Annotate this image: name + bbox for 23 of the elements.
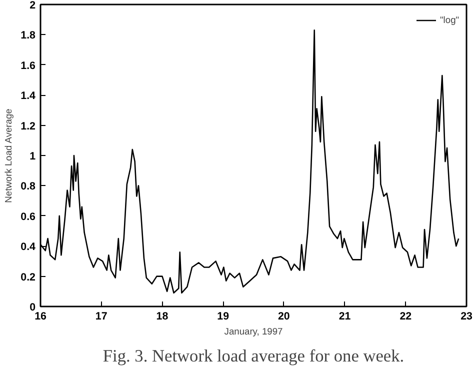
x-tick-label: 18 xyxy=(156,310,168,322)
y-tick-label: 1.8 xyxy=(20,30,36,42)
x-tick-label: 16 xyxy=(34,310,46,322)
y-tick-label: 1 xyxy=(30,150,36,162)
y-tick-label: 0.4 xyxy=(20,241,36,254)
y-tick-label: 0.6 xyxy=(20,210,36,223)
y-tick-label: 1.2 xyxy=(20,120,36,132)
y-tick-label: 0.8 xyxy=(20,180,36,193)
y-tick-label: 0 xyxy=(30,302,36,314)
x-tick-label: 19 xyxy=(217,310,230,322)
x-tick-label: 21 xyxy=(338,310,351,322)
y-tick-label: 1.6 xyxy=(20,60,36,72)
caption: Fig. 3. Network load average for one week. xyxy=(102,346,404,366)
y-axis-title: Network Load Average xyxy=(4,108,14,203)
x-tick-label: 20 xyxy=(278,310,290,322)
x-axis-title: January, 1997 xyxy=(224,326,283,336)
y-tick-label: 1.4 xyxy=(20,90,36,102)
x-tick-label: 22 xyxy=(400,310,412,322)
y-tick-label: 0.2 xyxy=(20,271,36,284)
legend-label: "log" xyxy=(440,15,460,25)
x-tick-label: 17 xyxy=(95,310,108,322)
x-tick-label: 23 xyxy=(460,310,472,322)
y-tick-label: 2 xyxy=(30,0,36,12)
